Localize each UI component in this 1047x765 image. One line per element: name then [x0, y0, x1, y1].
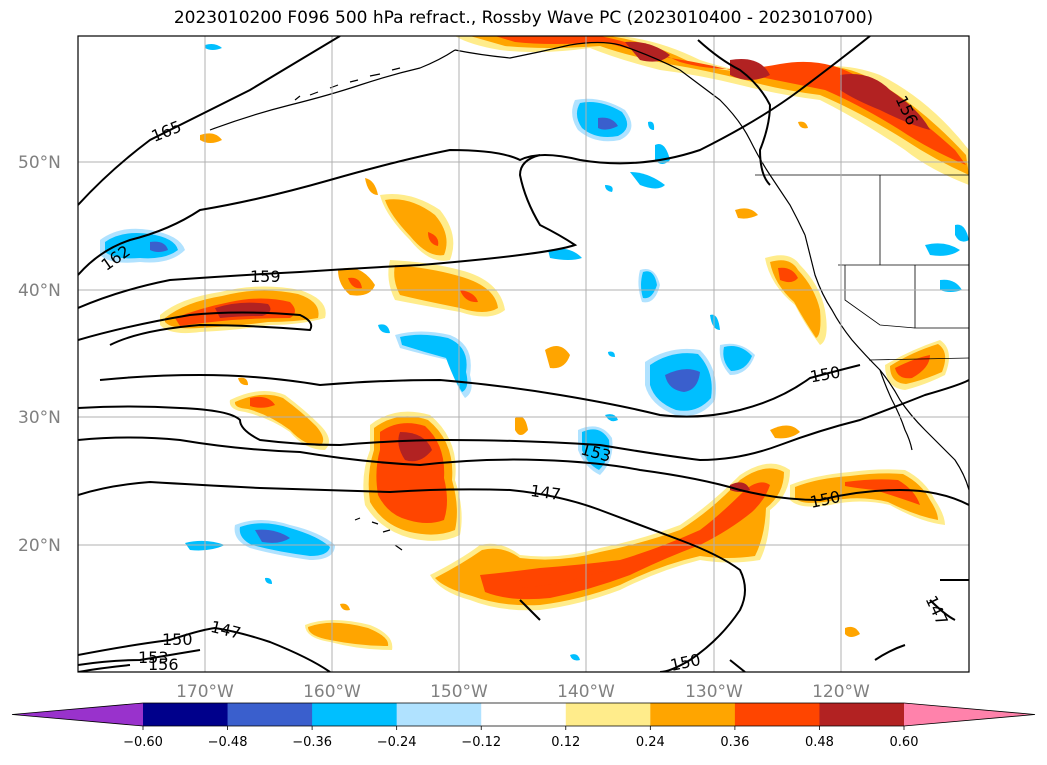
lon-label: 150°W	[430, 682, 488, 702]
contour-label: 150	[162, 630, 193, 649]
colorbar-tick-label: −0.60	[123, 735, 163, 750]
colorbar: −0.60 −0.48 −0.36 −0.24 −0.12 0.12 0.24 0.36 0.4…	[11, 702, 1036, 750]
colorbar-tick-label: 0.60	[890, 735, 919, 750]
lon-label: 160°W	[303, 682, 361, 702]
colorbar-extension-high	[904, 703, 1035, 726]
colorbar-segment	[227, 703, 313, 726]
contour-label: 153	[138, 648, 169, 667]
colorbar-tick-label: 0.24	[636, 735, 665, 750]
colorbar-tick-label: 0.36	[720, 735, 749, 750]
colorbar-tick-label: −0.48	[208, 735, 248, 750]
colorbar-segment	[734, 703, 820, 726]
colorbar-tick-label: −0.24	[377, 735, 417, 750]
colorbar-tick-label: −0.36	[292, 735, 332, 750]
colorbar-segment	[650, 703, 736, 726]
coastlines	[209, 41, 969, 551]
negative-anomaly-fill	[100, 44, 969, 661]
contour-label: 159	[250, 267, 281, 286]
lat-label: 30°N	[18, 408, 61, 428]
colorbar-tick-label: 0.12	[551, 735, 580, 750]
lon-label: 140°W	[557, 682, 615, 702]
gridlines	[78, 36, 969, 672]
longitude-labels: 170°W 160°W 150°W 140°W 130°W 120°W	[176, 682, 870, 702]
colorbar-segment	[819, 703, 905, 726]
colorbar-segment	[481, 703, 567, 726]
lon-label: 130°W	[685, 682, 743, 702]
contour-label: 150	[668, 650, 702, 675]
colorbar-extension-low	[12, 703, 143, 726]
lon-label: 170°W	[176, 682, 234, 702]
contour-label: 147	[529, 481, 562, 504]
colorbar-tick-label: −0.12	[461, 735, 501, 750]
colorbar-tick-label: 0.48	[805, 735, 834, 750]
latitude-labels: 50°N 40°N 30°N 20°N	[18, 153, 61, 556]
colorbar-segment	[143, 703, 229, 726]
height-contours	[78, 36, 969, 672]
colorbar-segment	[565, 703, 651, 726]
lon-label: 120°W	[812, 682, 870, 702]
colorbar-segment	[312, 703, 398, 726]
lat-label: 40°N	[18, 281, 61, 301]
lat-label: 50°N	[18, 153, 61, 173]
lat-label: 20°N	[18, 536, 61, 556]
map-frame	[77, 35, 970, 673]
map-title: 2023010200 F096 500 hPa refract., Rossby…	[173, 8, 874, 28]
contour-label: 156	[148, 655, 179, 674]
colorbar-segment	[396, 703, 482, 726]
